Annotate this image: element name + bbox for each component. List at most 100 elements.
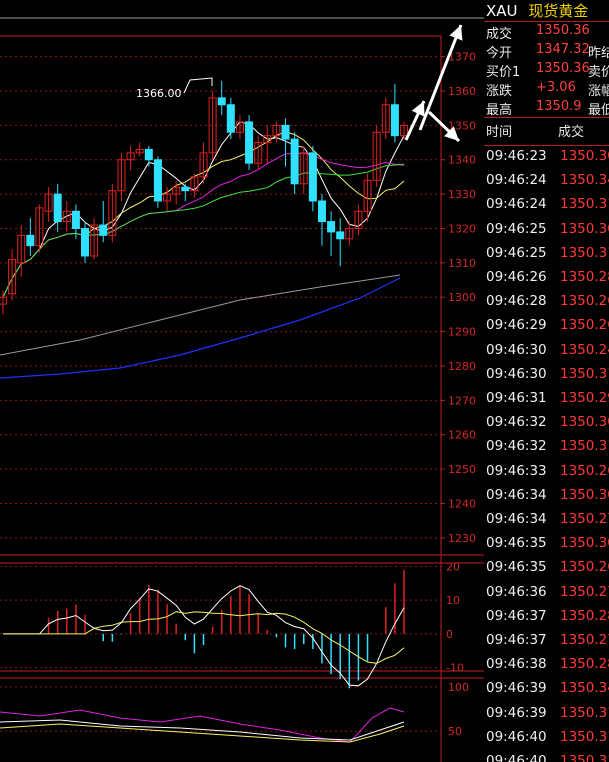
quote-extra-label: 昨结 — [588, 46, 609, 61]
tick-price: 1350.34 — [560, 680, 609, 697]
tick-price: 1350.29 — [560, 390, 609, 406]
tick-time: 09:46:28 — [486, 293, 547, 310]
tick-time: 09:46:37 — [486, 607, 547, 624]
osc-y-tick-label: -10 — [446, 662, 464, 675]
candle-down — [153, 159, 162, 202]
candle-up — [0, 296, 7, 305]
ma120-line — [0, 274, 401, 356]
tick-time: 09:46:30 — [486, 365, 547, 382]
osc-y-tick-label: 10 — [446, 594, 460, 607]
candle-up — [235, 121, 244, 133]
tick-time: 09:46:29 — [486, 317, 547, 334]
candle-up — [62, 210, 71, 223]
candle-up — [345, 227, 354, 240]
main-y-tick-label: 1360 — [448, 85, 476, 98]
quote-label: 成交 — [486, 27, 513, 42]
tick-price: 1350.27 — [560, 583, 609, 600]
main-y-tick-label: 1300 — [448, 291, 476, 304]
candle-down — [327, 221, 336, 233]
quote-value: 1350.36 — [536, 61, 590, 76]
tick-time: 09:46:26 — [486, 269, 547, 285]
quote-panel: XAU 现货黄金 成交 1350.36 今开 1347.32 昨结 买价1 1350.36 卖… — [484, 0, 609, 762]
candle-up — [172, 186, 181, 195]
ticks-divider — [484, 145, 609, 146]
candle-up — [381, 104, 390, 133]
candle-up — [272, 124, 281, 137]
tick-time: 09:46:36 — [486, 583, 547, 600]
arrow-down-right-head — [444, 126, 459, 141]
ind-d-line — [0, 723, 405, 743]
candle-up — [400, 124, 408, 137]
tick-time: 09:46:35 — [486, 535, 547, 552]
candle-down — [226, 104, 235, 133]
high-annotation-leader — [183, 77, 213, 94]
tick-price: 1350.31 — [560, 196, 609, 213]
tick-time: 09:46:23 — [486, 148, 547, 164]
candle-up — [190, 176, 199, 192]
candle-down — [144, 148, 153, 161]
tick-time: 09:46:32 — [486, 438, 547, 455]
quote-label: 最高 — [486, 103, 513, 118]
candle-down — [290, 138, 299, 185]
ma60-line — [0, 277, 401, 379]
tick-price: 1350.30 — [560, 414, 609, 431]
quote-value: 1347.32 — [536, 42, 590, 57]
main-y-tick-label: 1260 — [448, 429, 476, 442]
high-annotation: 1366.00 — [136, 87, 182, 100]
candle-down — [390, 104, 399, 137]
osc-y-tick-label: 20 — [446, 560, 460, 573]
tick-time: 09:46:40 — [486, 753, 547, 762]
tick-price: 1350.34 — [560, 172, 609, 189]
main-y-tick-label: 1350 — [448, 119, 476, 132]
tick-time: 09:46:25 — [486, 244, 547, 261]
main-y-tick-label: 1250 — [448, 463, 476, 476]
quote-extra-label: 卖价 — [588, 65, 609, 80]
candle-down — [336, 231, 345, 240]
ind-y-tick-label: 50 — [448, 725, 462, 738]
tick-time: 09:46:34 — [486, 511, 547, 527]
tick-price: 1350.31 — [560, 244, 609, 261]
ticks-header: 时间 成交 — [486, 121, 584, 140]
tick-time: 09:46:39 — [486, 704, 547, 721]
candle-down — [217, 97, 226, 106]
candle-up — [17, 234, 26, 264]
header-divider — [484, 21, 609, 22]
symbol-name: 现货黄金 — [528, 2, 589, 20]
arrow-up-small-head — [411, 101, 425, 117]
candle-down — [281, 124, 290, 140]
tick-time: 09:46:24 — [486, 196, 547, 213]
candle-up — [208, 97, 217, 154]
candle-up — [135, 148, 144, 154]
tick-price: 1350.26 — [560, 293, 609, 310]
tick-time: 09:46:38 — [486, 656, 547, 673]
arrow-up-large — [418, 24, 463, 131]
osc-y-tick-label: 0 — [446, 628, 453, 641]
candle-up — [126, 152, 135, 161]
tick-price: 1350.27 — [560, 632, 609, 648]
panel-header: XAU 现货黄金 — [486, 0, 588, 22]
candle-up — [299, 152, 308, 185]
main-y-tick-label: 1310 — [448, 257, 476, 270]
tick-price: 1350.30 — [560, 148, 609, 164]
tick-price: 1350.26 — [560, 559, 609, 576]
candle-up — [35, 207, 44, 247]
candle-up — [8, 258, 17, 295]
arrow-up-large-head — [449, 25, 463, 41]
candle-down — [245, 121, 254, 164]
tick-time: 09:46:32 — [486, 414, 547, 431]
ticks-header-price: 成交 — [558, 125, 585, 140]
candle-down — [99, 224, 108, 236]
candle-down — [181, 186, 190, 192]
tick-price: 1350.28 — [560, 656, 609, 673]
main-y-tick-label: 1230 — [448, 532, 476, 545]
tick-time: 09:46:40 — [486, 728, 547, 745]
candle-down — [317, 200, 326, 223]
candle-up — [372, 131, 381, 181]
candle-up — [90, 224, 99, 257]
main-y-tick-label: 1280 — [448, 360, 476, 373]
candle-down — [308, 152, 317, 202]
ticks-header-time: 时间 — [486, 125, 513, 140]
tick-price: 1350.31 — [560, 753, 609, 762]
chart-area[interactable]: 1370 1360 1350 1340 1330 1320 1310 1300 1290 1280… — [0, 0, 484, 762]
tick-time: 09:46:34 — [486, 486, 547, 503]
